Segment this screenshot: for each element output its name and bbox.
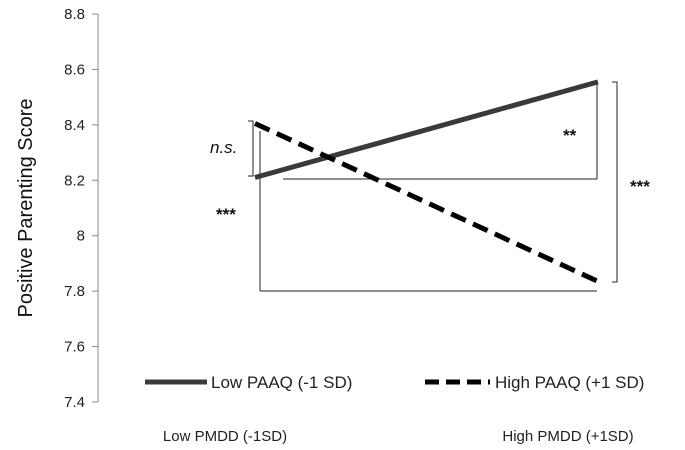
- y-axis-ticks: 8.8 8.6 8.4 8.2 8 7.8 7.6 7.4: [64, 6, 98, 411]
- y-axis-label: Positive Parenting Score: [15, 98, 37, 317]
- legend: Low PAAQ (-1 SD) High PAAQ (+1 SD): [145, 373, 644, 392]
- legend-label-high-paaq: High PAAQ (+1 SD): [495, 373, 644, 392]
- y-tick-label: 8.6: [64, 61, 85, 78]
- significance-brackets: [248, 81, 618, 292]
- y-tick-label: 8.4: [64, 117, 85, 134]
- x-tick-label-low: Low PMDD (-1SD): [163, 428, 287, 445]
- y-tick-label: 8.2: [64, 172, 85, 189]
- series-line-low-paaq: [254, 79, 599, 180]
- y-tick-label: 7.4: [64, 394, 85, 411]
- series-line-high-paaq: [253, 121, 600, 284]
- y-tick-label: 7.8: [64, 283, 85, 300]
- y-tick-label: 8: [77, 228, 85, 245]
- mid-stars-annotation: **: [563, 126, 577, 145]
- y-tick-label: 8.8: [64, 6, 85, 23]
- ns-bracket: [248, 120, 254, 177]
- right-bracket: [612, 81, 618, 283]
- left-stars-annotation: ***: [216, 205, 236, 224]
- right-stars-annotation: ***: [630, 177, 650, 196]
- x-tick-label-high: High PMDD (+1SD): [502, 428, 633, 445]
- legend-label-low-paaq: Low PAAQ (-1 SD): [211, 373, 352, 392]
- y-tick-label: 7.6: [64, 339, 85, 356]
- series-layer: [253, 79, 600, 284]
- ns-annotation: n.s.: [210, 138, 237, 157]
